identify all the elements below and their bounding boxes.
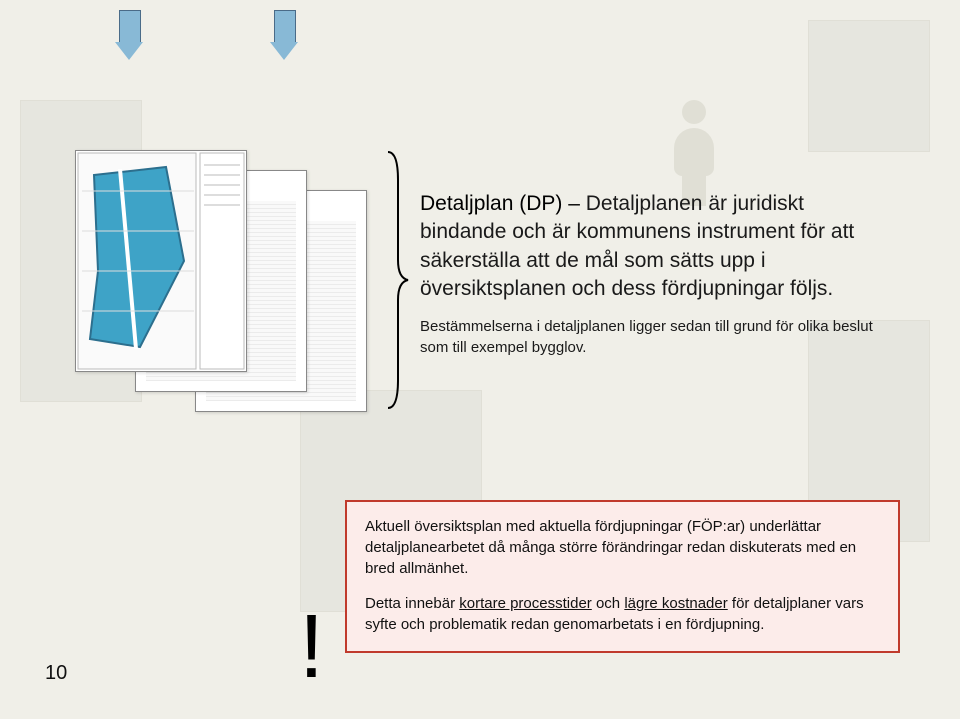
slide-stage: LAGA KRAFT 2009-11-19 422 (0, 0, 960, 719)
map-svg-icon (76, 151, 246, 371)
callout-paragraph-2: Detta innebär kortare processtider och l… (365, 593, 880, 635)
document-stack: LAGA KRAFT 2009-11-19 422 (75, 150, 375, 390)
description-title-line: Detaljplan (DP) – Detaljplanen är juridi… (420, 190, 890, 303)
bg-building-right-top (808, 20, 930, 152)
callout-p2-u1: kortare processtider (459, 595, 592, 612)
curly-brace-icon (380, 150, 410, 410)
description-body: Bestämmelserna i detaljplanen ligger sed… (420, 317, 890, 358)
callout-p2-mid: och (592, 595, 625, 612)
callout-box: ! Aktuell översiktsplan med aktuella för… (345, 500, 900, 653)
callout-p2-u2: lägre kostnader (624, 595, 727, 612)
description-block: Detaljplan (DP) – Detaljplanen är juridi… (420, 190, 890, 358)
flow-arrow-2-icon (270, 10, 298, 62)
document-front-map (75, 150, 247, 372)
callout-paragraph-1: Aktuell översiktsplan med aktuella fördj… (365, 516, 880, 579)
description-title-lead: Detaljplan (DP) – (420, 192, 586, 215)
callout-p2-pre: Detta innebär (365, 595, 459, 612)
flow-arrow-1-icon (115, 10, 143, 62)
callout-bang-icon: ! (299, 602, 324, 692)
page-number: 10 (45, 662, 67, 685)
